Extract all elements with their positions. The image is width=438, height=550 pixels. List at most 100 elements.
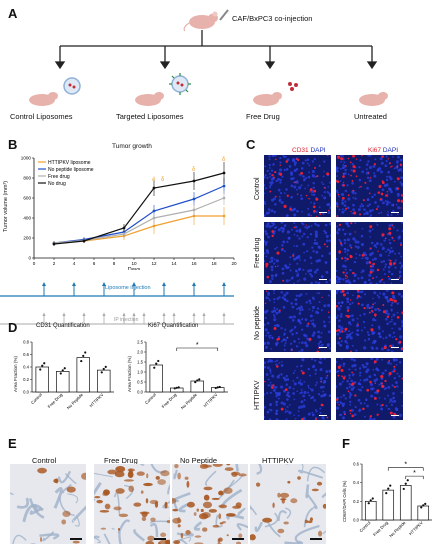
coinjection-label: CAF/BxPC3 co-injection — [232, 14, 313, 23]
tissue-strand — [298, 469, 324, 479]
nucleus — [267, 366, 270, 370]
nucleus — [268, 225, 272, 229]
brown-stain — [96, 499, 103, 504]
nucleus — [264, 316, 267, 320]
red-signal — [373, 313, 377, 317]
tissue-strand — [74, 515, 80, 527]
nucleus — [265, 255, 268, 258]
x-tick-label: 16 — [191, 261, 197, 266]
brown-stain — [224, 467, 234, 471]
nucleus — [311, 411, 314, 414]
nucleus — [302, 175, 305, 178]
nucleus — [336, 275, 339, 278]
tissue-strand — [264, 512, 279, 528]
nucleus — [301, 406, 303, 409]
nucleus — [392, 358, 396, 361]
nucleus — [275, 259, 279, 263]
nucleus — [364, 415, 366, 418]
arrow-head — [202, 312, 206, 316]
nucleus — [356, 297, 359, 300]
nucleus — [264, 341, 267, 345]
nucleus — [329, 234, 331, 237]
nucleus — [394, 252, 397, 255]
nucleus — [346, 279, 350, 283]
nucleus — [337, 341, 341, 345]
nucleus — [286, 378, 290, 381]
nucleus — [295, 229, 299, 233]
brown-stain — [55, 478, 59, 484]
nucleus — [295, 244, 298, 248]
y-axis-label: Tumor volume (mm³) — [3, 180, 9, 232]
nucleus — [311, 193, 314, 196]
nucleus — [297, 318, 301, 322]
cd31-quant-title: CD31 Quantification — [36, 323, 90, 329]
red-signal — [381, 384, 385, 388]
brown-stain — [238, 473, 247, 477]
red-signal — [380, 375, 384, 379]
brown-stain — [212, 464, 223, 467]
nucleus — [387, 361, 391, 365]
nucleus — [396, 192, 400, 197]
red-signal — [279, 172, 283, 176]
nucleus — [264, 214, 266, 217]
tissue-strand — [284, 540, 304, 544]
red-signal — [350, 174, 352, 177]
nucleus — [275, 344, 278, 347]
red-signal — [312, 205, 316, 209]
red-signal — [327, 311, 330, 313]
panel-a-letter: A — [8, 6, 18, 21]
nucleus — [321, 194, 324, 197]
nucleus — [302, 404, 306, 408]
nucleus — [352, 279, 356, 283]
nucleus — [398, 375, 401, 378]
data-point — [192, 179, 196, 183]
brown-stain — [100, 527, 107, 530]
nucleus — [346, 238, 350, 242]
x-tick-label: 18 — [211, 261, 217, 266]
red-signal — [398, 277, 401, 279]
nucleus — [359, 371, 362, 374]
nucleus — [298, 312, 302, 315]
nucleus — [308, 394, 311, 397]
red-signal — [344, 274, 347, 277]
brown-stain — [287, 480, 291, 484]
series-line — [53, 215, 224, 244]
nucleus — [273, 262, 276, 265]
nucleus — [301, 358, 305, 362]
red-signal — [368, 172, 370, 174]
nucleus — [328, 369, 331, 373]
nucleus — [356, 240, 360, 244]
nucleus — [400, 266, 402, 269]
brown-stain — [212, 524, 220, 528]
nucleus — [322, 175, 325, 178]
nucleus — [398, 252, 401, 255]
red-signal — [369, 415, 372, 418]
brown-stain — [200, 508, 204, 513]
nucleus — [278, 178, 280, 181]
nucleus — [276, 246, 278, 249]
red-signal — [399, 163, 403, 166]
nucleus — [320, 309, 323, 312]
nucleus — [338, 325, 342, 329]
red-signal — [352, 189, 355, 192]
nucleus — [362, 365, 366, 369]
red-signal — [343, 378, 345, 380]
red-signal — [368, 311, 371, 314]
data-point — [198, 378, 201, 381]
panel-f-letter: F — [342, 436, 350, 451]
brown-stain — [37, 467, 47, 474]
y-tick-label: 200 — [23, 236, 31, 241]
nucleus — [377, 296, 381, 299]
nucleus — [318, 301, 321, 303]
nucleus — [396, 385, 399, 388]
red-signal — [309, 188, 313, 192]
nucleus — [388, 175, 392, 179]
nucleus — [351, 344, 354, 347]
nucleus — [346, 306, 350, 310]
nucleus — [369, 236, 372, 238]
red-signal — [355, 158, 358, 160]
brown-stain — [146, 473, 149, 479]
nucleus — [298, 229, 302, 233]
bar — [149, 364, 163, 393]
data-point — [404, 482, 407, 485]
